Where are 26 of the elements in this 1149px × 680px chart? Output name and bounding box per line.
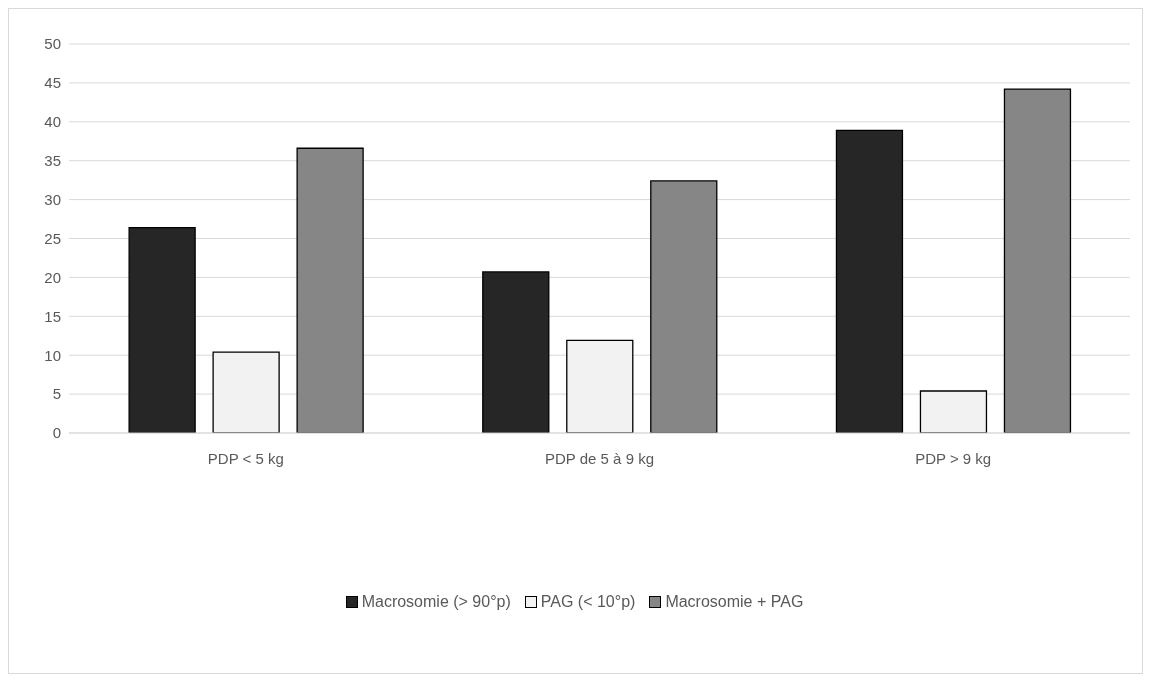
x-tick-label: PDP de 5 à 9 kg [545,449,654,467]
bar [650,180,718,433]
y-tick-label: 45 [44,74,61,92]
bar [1003,88,1072,433]
x-tick-label: PDP < 5 kg [207,449,284,467]
y-tick-label: 10 [44,346,61,364]
y-tick-label: 40 [44,113,61,131]
legend-label: Macrosomie (> 90°p) [361,593,511,611]
legend-label: Macrosomie + PAG [665,593,804,611]
y-tick-label: 15 [44,307,61,325]
y-tick-label: 35 [44,152,61,170]
y-tick-label: 50 [44,35,61,53]
bar [482,271,550,433]
bar [835,129,904,433]
y-tick-label: 30 [44,190,61,208]
bar [566,339,634,433]
y-tick-label: 20 [44,268,61,286]
y-tick-label: 5 [52,385,61,403]
bar [296,147,364,433]
bar [212,351,280,433]
bar [128,226,196,433]
y-tick-label: 25 [44,229,61,247]
legend-label: PAG (< 10°p) [540,593,636,611]
x-tick-label: PDP > 9 kg [915,449,992,467]
bar [919,390,988,433]
y-tick-label: 0 [52,424,61,442]
